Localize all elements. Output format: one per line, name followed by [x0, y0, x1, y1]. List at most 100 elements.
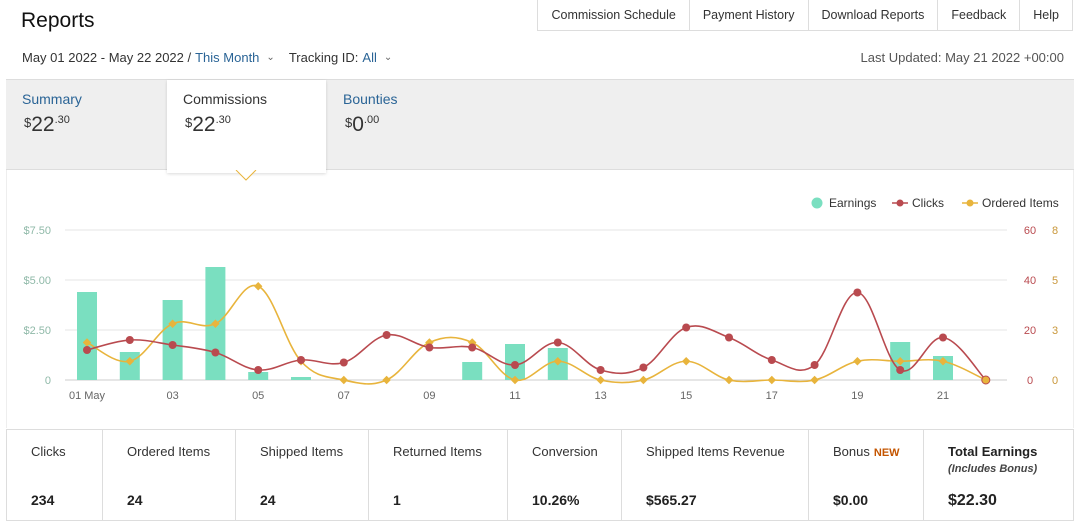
- tracking-id-dropdown[interactable]: All: [362, 50, 377, 65]
- stat-returned-items: Returned Items 1: [369, 430, 508, 520]
- earnings-bar: [162, 300, 183, 380]
- x-axis-tick: 15: [680, 390, 692, 402]
- clicks-point: [468, 343, 477, 352]
- ordered-items-point: [211, 319, 220, 328]
- earnings-bar: [248, 372, 269, 380]
- y-axis-clicks-tick: 40: [1024, 275, 1036, 287]
- stat-value: 1: [393, 492, 401, 508]
- payment-history-button[interactable]: Payment History: [689, 0, 809, 30]
- clicks-point: [254, 366, 263, 374]
- tab-bounties[interactable]: Bounties $ 0 .00: [327, 80, 487, 171]
- ordered-items-point: [253, 282, 263, 291]
- currency-symbol: $: [345, 115, 353, 130]
- tab-summary-label: Summary: [22, 91, 82, 107]
- ordered-items-point: [168, 319, 177, 328]
- y-axis-left-tick: $7.50: [23, 225, 51, 237]
- clicks-point: [553, 338, 562, 347]
- legend-marker-earnings: [811, 197, 823, 209]
- tab-summary[interactable]: Summary $ 22 .30: [6, 80, 167, 171]
- chevron-down-icon[interactable]: ⌄: [266, 52, 275, 63]
- stat-value: 24: [127, 492, 143, 508]
- report-filters: May 01 2022 - May 22 2022 / This Month ⌄…: [22, 50, 402, 65]
- earnings-bar: [77, 292, 97, 380]
- clicks-point: [297, 356, 305, 364]
- x-axis-tick: 21: [937, 390, 949, 402]
- amount-whole: 22: [31, 113, 55, 136]
- stat-label: Total Earnings: [948, 444, 1038, 459]
- x-axis-tick: 09: [423, 390, 435, 402]
- stat-value: $565.27: [646, 492, 697, 508]
- stat-bonus: Bonus NEW $0.00: [809, 430, 924, 520]
- stat-shipped-items-revenue: Shipped Items Revenue $565.27: [622, 430, 809, 520]
- ordered-items-point: [724, 375, 734, 385]
- commission-schedule-button[interactable]: Commission Schedule: [538, 0, 690, 30]
- y-axis-clicks-tick: 20: [1024, 325, 1036, 337]
- clicks-point: [83, 346, 91, 354]
- x-axis-tick: 05: [252, 390, 264, 402]
- earnings-bar: [119, 352, 140, 380]
- clicks-point: [896, 366, 905, 374]
- ordered-items-point: [895, 357, 905, 366]
- legend-label: Ordered Items: [982, 196, 1059, 210]
- y-axis-clicks-tick: 0: [1027, 375, 1033, 387]
- currency-symbol: $: [185, 115, 193, 130]
- ordered-items-point: [125, 357, 135, 366]
- period-dropdown[interactable]: This Month: [195, 50, 260, 65]
- clicks-point: [939, 333, 947, 342]
- stat-conversion: Conversion 10.26%: [508, 430, 622, 520]
- earnings-bar: [291, 377, 311, 380]
- clicks-point: [853, 288, 862, 297]
- amount-cents: .00: [363, 114, 380, 126]
- earnings-bar: [462, 362, 483, 380]
- amount-cents: .30: [54, 114, 70, 126]
- x-axis-tick: 01 May: [69, 390, 106, 402]
- ordered-items-point: [681, 357, 691, 366]
- top-nav: Commission Schedule Payment History Down…: [537, 0, 1073, 31]
- x-axis-tick: 11: [509, 390, 520, 402]
- clicks-point: [339, 358, 348, 367]
- active-tab-caret-icon: [235, 169, 257, 181]
- date-range-text: May 01 2022 - May 22 2022 /: [22, 50, 192, 65]
- ordered-items-point: [596, 375, 605, 385]
- x-axis-tick: 17: [766, 390, 778, 402]
- help-button[interactable]: Help: [1020, 0, 1073, 30]
- y-axis-clicks-tick: 60: [1024, 225, 1036, 237]
- tab-bounties-label: Bounties: [343, 91, 398, 107]
- clicks-point: [810, 361, 819, 369]
- y-axis-left-tick: 0: [45, 375, 51, 387]
- tab-commissions[interactable]: Commissions $ 22 .30: [167, 80, 326, 173]
- stat-value: $22.30: [948, 492, 997, 509]
- download-reports-button[interactable]: Download Reports: [808, 0, 939, 30]
- ordered-items-point: [382, 375, 391, 385]
- stat-label: Clicks: [31, 444, 66, 459]
- currency-symbol: $: [24, 115, 32, 130]
- new-badge: NEW: [873, 447, 900, 459]
- legend-label: Clicks: [912, 196, 944, 210]
- ordered-items-point: [810, 375, 819, 385]
- chart-svg: Earnings Clicks Ordered Items $7.50 60 8 $5.0…: [23, 169, 1059, 402]
- ordered-items-point: [639, 375, 648, 385]
- legend-marker: [966, 199, 974, 207]
- tracking-id-label: Tracking ID:: [288, 50, 359, 65]
- y-axis-items-tick: 8: [1052, 225, 1058, 237]
- commissions-amount: $ 22 .30: [185, 113, 326, 137]
- y-axis-items-tick: 0: [1052, 375, 1058, 387]
- ordered-items-point: [553, 357, 563, 366]
- stat-value: 234: [31, 492, 55, 508]
- earnings-chart: Earnings Clicks Ordered Items $7.50 60 8 $5.0…: [6, 169, 1074, 428]
- ordered-items-point: [938, 357, 948, 366]
- stat-clicks: Clicks 234: [7, 430, 103, 520]
- feedback-button[interactable]: Feedback: [938, 0, 1021, 30]
- clicks-point: [425, 343, 434, 352]
- stats-summary: Clicks 234 Ordered Items 24 Shipped Item…: [6, 429, 1074, 521]
- chevron-down-icon[interactable]: ⌄: [383, 52, 393, 63]
- stat-label: Shipped Items: [260, 444, 344, 459]
- stat-value: 24: [260, 492, 276, 508]
- y-axis-left-tick: $2.50: [23, 325, 51, 337]
- stat-value: $0.00: [833, 492, 869, 508]
- clicks-point: [125, 336, 134, 344]
- x-axis-tick: 07: [338, 390, 350, 402]
- ordered-items-point: [510, 375, 520, 385]
- bounties-amount: $ 0 .00: [345, 113, 487, 137]
- y-axis-items-tick: 5: [1052, 275, 1058, 287]
